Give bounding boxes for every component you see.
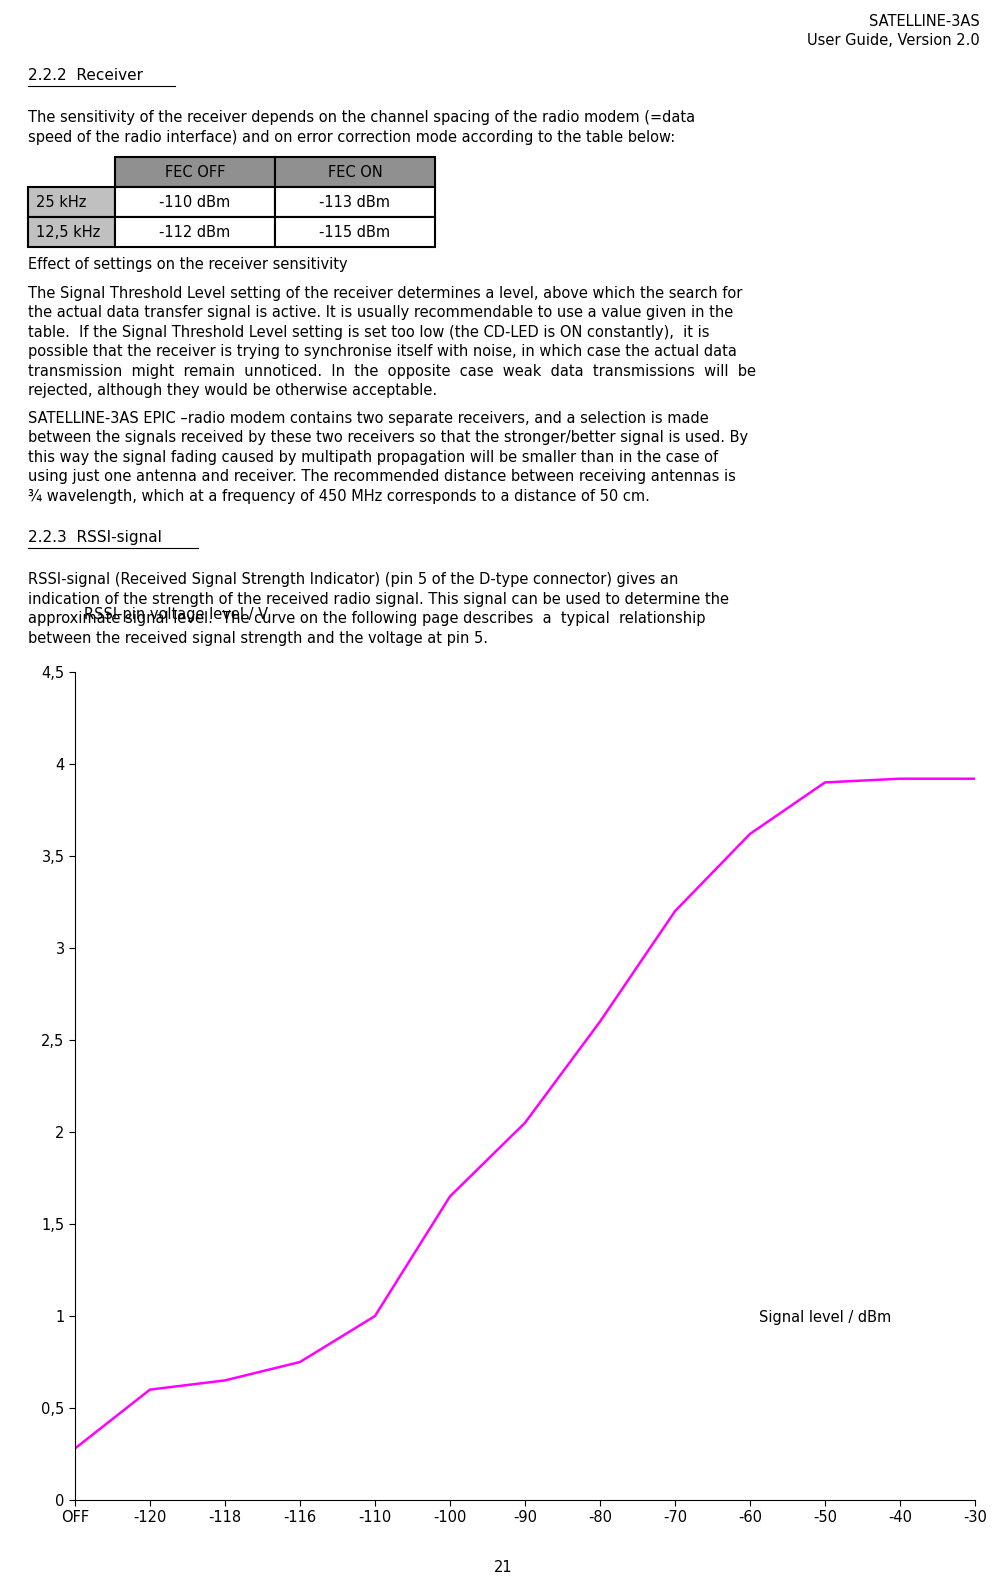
Text: transmission  might  remain  unnoticed.  In  the  opposite  case  weak  data  tr: transmission might remain unnoticed. In …	[28, 363, 756, 378]
Bar	[115, 217, 275, 247]
Bar	[28, 186, 115, 217]
Text: The sensitivity of the receiver depends on the channel spacing of the radio mode: The sensitivity of the receiver depends …	[28, 110, 695, 124]
Text: speed of the radio interface) and on error correction mode according to the tabl: speed of the radio interface) and on err…	[28, 129, 675, 145]
Bar	[275, 156, 435, 186]
Text: SATELLINE-3AS EPIC –radio modem contains two separate receivers, and a selection: SATELLINE-3AS EPIC –radio modem contains…	[28, 411, 709, 426]
Bar	[115, 156, 275, 186]
Text: 12,5 kHz: 12,5 kHz	[36, 225, 101, 239]
Text: possible that the receiver is trying to synchronise itself with noise, in which : possible that the receiver is trying to …	[28, 344, 736, 359]
Text: User Guide, Version 2.0: User Guide, Version 2.0	[807, 33, 980, 48]
Text: FEC ON: FEC ON	[328, 164, 382, 180]
Text: between the received signal strength and the voltage at pin 5.: between the received signal strength and…	[28, 631, 488, 646]
Text: 25 kHz: 25 kHz	[36, 194, 87, 209]
Text: ¾ wavelength, which at a frequency of 450 MHz corresponds to a distance of 50 cm: ¾ wavelength, which at a frequency of 45…	[28, 488, 650, 504]
Text: using just one antenna and receiver. The recommended distance between receiving : using just one antenna and receiver. The…	[28, 469, 735, 485]
Text: table.  If the Signal Threshold Level setting is set too low (the CD-LED is ON c: table. If the Signal Threshold Level set…	[28, 325, 709, 340]
Bar	[115, 186, 275, 217]
Text: -112 dBm: -112 dBm	[159, 225, 230, 239]
Text: this way the signal fading caused by multipath propagation will be smaller than : this way the signal fading caused by mul…	[28, 450, 718, 464]
Text: The Signal Threshold Level setting of the receiver determines a level, above whi: The Signal Threshold Level setting of th…	[28, 285, 742, 301]
Text: SATELLINE-3AS: SATELLINE-3AS	[869, 14, 980, 29]
Text: RSSI-signal (Received Signal Strength Indicator) (pin 5 of the D-type connector): RSSI-signal (Received Signal Strength In…	[28, 572, 678, 587]
Text: approximate signal level.  The curve on the following page describes  a  typical: approximate signal level. The curve on t…	[28, 611, 705, 626]
Bar	[28, 217, 115, 247]
Text: 21: 21	[494, 1561, 512, 1575]
Text: -110 dBm: -110 dBm	[159, 194, 230, 209]
Text: the actual data transfer signal is active. It is usually recommendable to use a : the actual data transfer signal is activ…	[28, 304, 733, 320]
Bar	[275, 186, 435, 217]
Text: 2.2.3  RSSI-signal: 2.2.3 RSSI-signal	[28, 529, 162, 545]
Text: between the signals received by these two receivers so that the stronger/better : between the signals received by these tw…	[28, 430, 748, 445]
Bar	[275, 217, 435, 247]
Text: -115 dBm: -115 dBm	[320, 225, 390, 239]
Text: indication of the strength of the received radio signal. This signal can be used: indication of the strength of the receiv…	[28, 591, 729, 606]
Text: FEC OFF: FEC OFF	[165, 164, 225, 180]
Text: Signal level / dBm: Signal level / dBm	[759, 1310, 891, 1325]
Text: 2.2.2  Receiver: 2.2.2 Receiver	[28, 69, 143, 83]
Text: rejected, although they would be otherwise acceptable.: rejected, although they would be otherwi…	[28, 383, 438, 398]
Text: Effect of settings on the receiver sensitivity: Effect of settings on the receiver sensi…	[28, 257, 348, 273]
Text: RSSI-pin voltage level / V: RSSI-pin voltage level / V	[83, 607, 269, 622]
Text: -113 dBm: -113 dBm	[320, 194, 390, 209]
